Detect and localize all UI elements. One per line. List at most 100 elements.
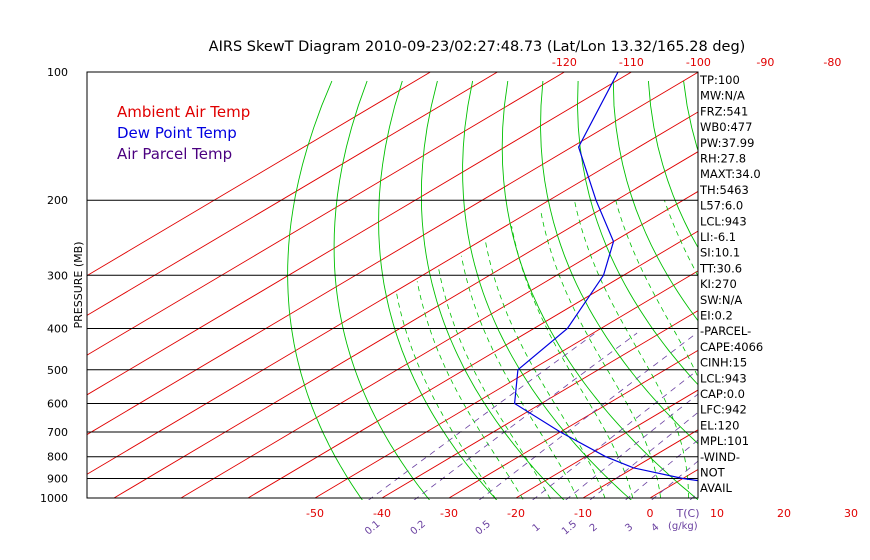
legend: Ambient Air Temp Dew Point Temp Air Parcel… <box>117 103 250 163</box>
dry-adiabat-line <box>462 80 632 500</box>
dry-adiabat-line <box>420 80 565 500</box>
isotherm-line <box>247 230 698 499</box>
index-label: TH:5463 <box>699 183 749 197</box>
isotherm-line <box>515 389 698 499</box>
dry-adiabat-line <box>540 80 698 445</box>
bottom-temp-tick-label: -20 <box>507 507 525 520</box>
isotherm-line <box>87 72 632 396</box>
sounding-curves <box>513 72 870 498</box>
isotherm-line <box>448 349 698 499</box>
pressure-tick-label: 900 <box>47 473 68 486</box>
mixing-ratio-label: 1.5 <box>560 519 579 538</box>
index-label: -WIND- <box>700 450 740 464</box>
index-label: PW:37.99 <box>700 136 754 150</box>
index-label: LI:-6.1 <box>700 230 736 244</box>
top-temp-tick-label: -100 <box>686 56 711 69</box>
index-label: MW:N/A <box>700 89 745 103</box>
index-label: CAP:0.0 <box>700 387 745 401</box>
mixing-ratio-label: 0.1 <box>363 519 382 538</box>
index-label: SW:N/A <box>700 293 742 307</box>
top-temp-tick-label: -120 <box>552 56 577 69</box>
bottom-temp-tick-label: -30 <box>440 507 458 520</box>
mixing-ratio-line <box>751 333 870 507</box>
dew-point-line <box>513 72 698 482</box>
pressure-tick-label: 1000 <box>40 492 68 505</box>
top-temp-tick-label: -90 <box>756 56 774 69</box>
isotherm-line <box>87 72 498 316</box>
mixing-ratio-line <box>831 333 870 507</box>
isotherm-line <box>649 469 698 499</box>
mixing-ratio-label: 0.5 <box>474 519 493 538</box>
isotherm-line <box>87 72 565 356</box>
moist-adiabat-line <box>822 200 870 507</box>
bottom-temp-tick-label: 20 <box>777 507 791 520</box>
bottom-temp-tick-label: 30 <box>844 507 858 520</box>
moist-adiabat-line <box>438 268 552 500</box>
dry-adiabat-line <box>287 80 363 500</box>
plot-frame <box>86 71 699 499</box>
index-label: TP:100 <box>699 73 740 87</box>
isotherm-line <box>381 310 698 499</box>
mixing-ratio-line <box>806 333 870 507</box>
index-label: FRZ:541 <box>700 104 748 118</box>
legend-entry: Air Parcel Temp <box>117 145 232 163</box>
mixing-ratio-label: 0.2 <box>409 519 428 538</box>
bottom-temp-tick-label: -10 <box>574 507 592 520</box>
index-label: MAXT:34.0 <box>700 167 761 181</box>
parcel-temp-line <box>806 72 870 498</box>
top-temp-tick-label: -110 <box>619 56 644 69</box>
moist-adiabat-line <box>574 200 689 500</box>
pressure-tick-label: 700 <box>47 426 68 439</box>
bottom-temp-tick-label: 0 <box>647 507 654 520</box>
index-label: CINH:15 <box>700 356 747 370</box>
isotherm-line <box>87 72 431 277</box>
mixing-ratio-line <box>851 333 870 507</box>
mixing-ratio-line <box>651 460 698 500</box>
isotherm-line <box>87 111 698 475</box>
mixing-ratio-line <box>413 332 638 500</box>
bottom-temp-tick-label: 10 <box>710 507 724 520</box>
mixing-ratio-label: 1 <box>531 522 543 535</box>
isotherm-line <box>180 190 698 499</box>
index-label: LCL:943 <box>700 214 747 228</box>
mixing-ratio-line <box>532 369 698 500</box>
pressure-tick-label: 200 <box>47 194 68 207</box>
dry-adiabat-line <box>789 81 870 507</box>
pressure-tick-label: 600 <box>47 397 68 410</box>
index-label: -PARCEL- <box>700 324 751 338</box>
isotherm-line <box>851 72 870 498</box>
index-label: EL:120 <box>700 418 740 432</box>
mixing-ratio-line <box>478 332 697 500</box>
bottom-temp-tick-label: -50 <box>306 507 324 520</box>
dry-adiabat-line <box>824 81 870 507</box>
index-label: RH:27.8 <box>700 152 746 166</box>
index-label: AVAIL <box>700 481 733 495</box>
moist-adiabat-line <box>540 209 662 500</box>
moist-adiabat-line <box>793 200 840 507</box>
moist-adiabat-line <box>511 226 634 500</box>
mixing-ratio-label: 4 <box>650 522 662 535</box>
pressure-tick-label: 400 <box>47 322 68 335</box>
y-axis-label: PRESSURE (MB) <box>72 242 85 329</box>
index-label: NOT <box>700 466 726 480</box>
legend-entry: Ambient Air Temp <box>117 103 250 121</box>
isotherm-line <box>314 270 698 499</box>
ambient-temp-line <box>773 72 841 498</box>
moist-adiabat-line <box>485 241 607 500</box>
mixing-ratio-line <box>775 333 870 507</box>
mixing-ratio-line <box>733 333 870 507</box>
index-label: EI:0.2 <box>700 309 733 323</box>
pressure-tick-label: 800 <box>47 451 68 464</box>
index-label: WB0:477 <box>700 120 752 134</box>
mixing-ratio-line <box>368 332 596 500</box>
moist-adiabat-line <box>849 200 870 507</box>
index-label: L57:6.0 <box>700 199 743 213</box>
dry-adiabat-line <box>754 81 870 507</box>
mixing-ratio-label: 3 <box>623 522 635 535</box>
pressure-tick-label: 300 <box>47 269 68 282</box>
mixing-ratio-unit-label: (g/kg) <box>668 521 698 532</box>
top-temp-tick-label: -80 <box>823 56 841 69</box>
moist-adiabat-line <box>396 292 497 500</box>
index-label: CAPE:4066 <box>700 340 763 354</box>
